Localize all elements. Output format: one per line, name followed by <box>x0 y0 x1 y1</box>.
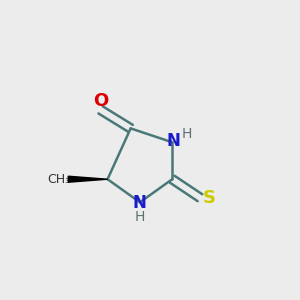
Text: N: N <box>167 132 180 150</box>
Text: CH₃: CH₃ <box>47 173 70 186</box>
Text: H: H <box>135 210 145 224</box>
Text: O: O <box>93 92 108 110</box>
Polygon shape <box>68 176 108 182</box>
Text: H: H <box>182 127 192 141</box>
Text: N: N <box>133 194 147 212</box>
Text: S: S <box>203 189 216 207</box>
